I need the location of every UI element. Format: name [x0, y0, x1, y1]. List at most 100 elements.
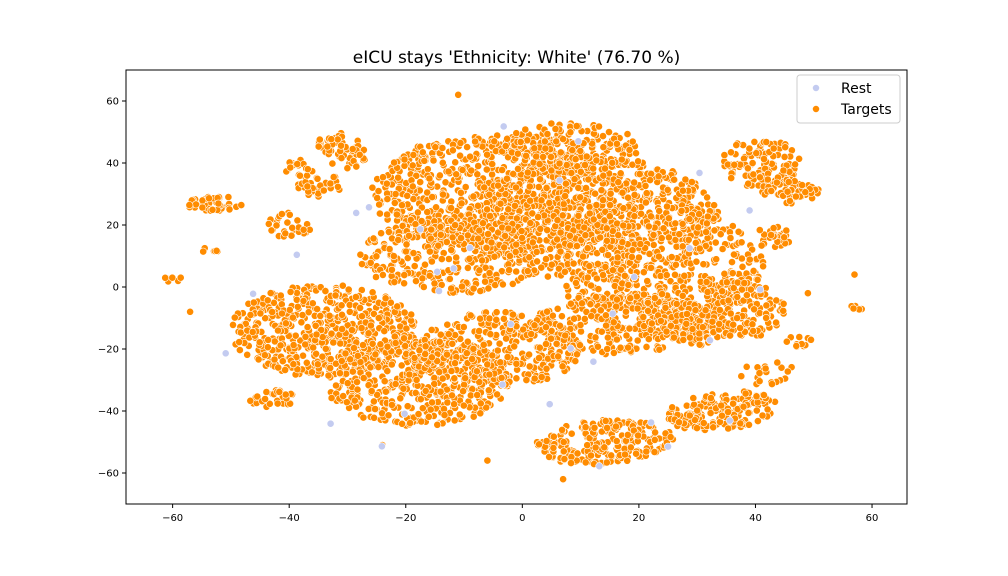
targets-point [642, 198, 650, 207]
targets-point [745, 420, 753, 429]
targets-point [475, 327, 483, 335]
targets-point [255, 338, 264, 347]
targets-point [616, 343, 625, 352]
targets-point [391, 190, 400, 198]
targets-point [566, 241, 575, 250]
targets-point [435, 368, 444, 376]
targets-point [443, 398, 452, 407]
targets-point [553, 216, 562, 225]
targets-point [758, 411, 767, 420]
targets-point [467, 166, 476, 175]
targets-point [328, 159, 337, 168]
targets-point [303, 323, 312, 331]
targets-point [256, 309, 265, 318]
targets-point [748, 159, 757, 167]
targets-point [435, 337, 444, 346]
targets-point [737, 238, 746, 247]
targets-point [581, 161, 589, 169]
targets-point [447, 284, 456, 293]
targets-point [385, 245, 394, 253]
targets-point [581, 423, 590, 432]
targets-point [436, 387, 445, 396]
targets-point [621, 450, 629, 459]
targets-point [478, 256, 486, 265]
targets-point [545, 198, 554, 207]
targets-point [689, 394, 698, 402]
targets-point [426, 405, 435, 414]
targets-point [439, 190, 447, 199]
targets-point [338, 310, 346, 319]
targets-point [530, 144, 539, 153]
targets-point [626, 294, 635, 303]
targets-point [438, 158, 447, 167]
targets-point [329, 338, 338, 347]
targets-point [549, 432, 558, 441]
targets-point [613, 295, 621, 304]
targets-point [248, 328, 257, 336]
targets-point [398, 419, 406, 428]
targets-point [614, 231, 623, 240]
targets-point [562, 161, 571, 169]
targets-point [406, 419, 414, 427]
targets-point [503, 174, 511, 183]
targets-point [552, 137, 561, 146]
targets-point [487, 238, 496, 247]
targets-point [535, 343, 544, 352]
targets-point [527, 330, 536, 338]
targets-point [581, 231, 590, 240]
targets-point [276, 341, 285, 350]
targets-point [433, 420, 442, 429]
targets-point [632, 292, 641, 301]
targets-point [423, 208, 432, 216]
targets-point [466, 391, 475, 400]
targets-point [485, 314, 494, 323]
targets-point [484, 386, 493, 395]
targets-point [427, 257, 436, 266]
targets-point [425, 174, 434, 183]
targets-point [769, 224, 778, 232]
targets-point [448, 339, 457, 348]
targets-point [613, 253, 622, 262]
targets-point [345, 307, 354, 316]
targets-point [625, 145, 634, 154]
targets-point [490, 137, 499, 146]
targets-point [708, 317, 717, 326]
targets-point [650, 294, 659, 302]
targets-point [734, 227, 743, 236]
targets-point [563, 252, 572, 260]
targets-point [448, 146, 457, 155]
targets-point [586, 300, 595, 309]
targets-point [781, 143, 790, 152]
targets-point [622, 307, 630, 316]
targets-point [289, 360, 298, 369]
targets-point [395, 347, 403, 356]
targets-point [486, 212, 494, 220]
targets-point [772, 178, 781, 187]
targets-point [576, 341, 584, 350]
targets-point [562, 282, 571, 290]
targets-point [699, 260, 708, 269]
targets-point [745, 144, 754, 153]
targets-point [716, 306, 724, 314]
targets-point [483, 205, 491, 214]
targets-point [512, 267, 521, 276]
targets-point [630, 190, 639, 199]
targets-point [663, 185, 672, 194]
targets-point [556, 148, 565, 157]
targets-point [558, 312, 566, 321]
targets-point [500, 243, 509, 252]
targets-point [372, 252, 381, 261]
targets-point [750, 305, 758, 314]
targets-point [672, 260, 680, 269]
targets-point [412, 375, 421, 384]
targets-point [555, 159, 564, 168]
targets-point [637, 209, 645, 218]
targets-point [782, 226, 791, 235]
targets-point [663, 202, 671, 211]
targets-point [684, 235, 693, 244]
targets-point [581, 458, 590, 467]
targets-point [383, 367, 392, 375]
targets-point [675, 418, 683, 427]
targets-point [353, 351, 362, 360]
targets-point [235, 338, 244, 346]
